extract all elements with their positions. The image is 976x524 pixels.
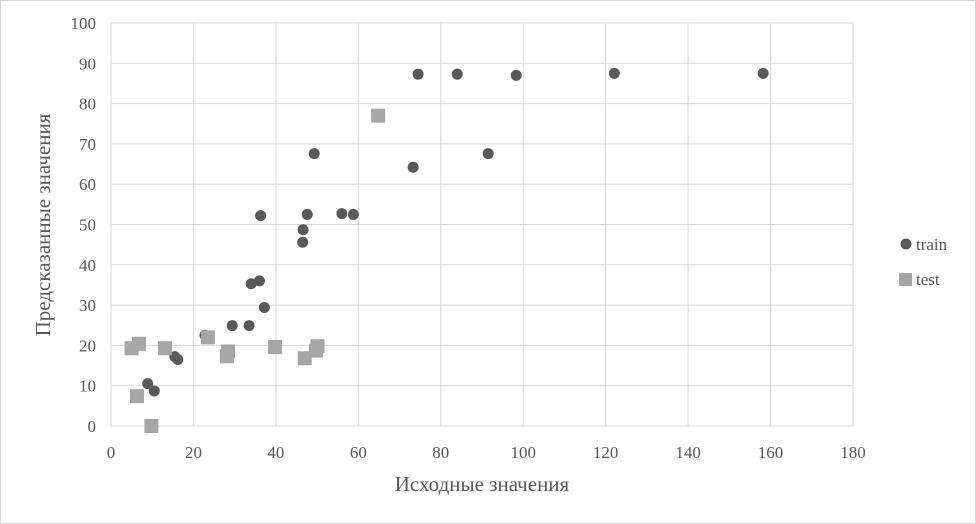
y-tick-label: 10 bbox=[79, 377, 96, 396]
point-train bbox=[510, 69, 522, 81]
y-tick-label: 20 bbox=[79, 336, 96, 355]
legend-marker-test bbox=[899, 273, 912, 286]
point-train bbox=[243, 320, 255, 332]
point-test bbox=[371, 108, 386, 123]
point-train bbox=[258, 302, 270, 314]
point-train bbox=[255, 210, 267, 222]
point-train bbox=[301, 208, 313, 220]
x-tick-label: 0 bbox=[107, 443, 116, 462]
point-train bbox=[308, 148, 320, 160]
y-axis-ticks: 0 10 20 30 40 50 60 70 80 90 100 bbox=[71, 14, 97, 436]
point-train bbox=[172, 354, 184, 366]
legend-label-train: train bbox=[916, 235, 948, 254]
point-test bbox=[297, 351, 312, 366]
point-test bbox=[310, 339, 325, 354]
point-train bbox=[608, 67, 620, 79]
point-train bbox=[148, 385, 160, 397]
point-train bbox=[482, 148, 494, 160]
point-train bbox=[226, 320, 238, 332]
y-tick-label: 60 bbox=[79, 175, 96, 194]
point-train bbox=[347, 208, 359, 220]
point-test bbox=[221, 344, 236, 359]
x-tick-label: 180 bbox=[840, 443, 866, 462]
point-test bbox=[200, 330, 215, 345]
x-tick-label: 20 bbox=[185, 443, 202, 462]
x-axis-title: Исходные значения bbox=[395, 472, 570, 496]
y-tick-label: 0 bbox=[88, 417, 97, 436]
point-train bbox=[297, 224, 309, 236]
point-train bbox=[142, 378, 154, 390]
y-tick-label: 40 bbox=[79, 256, 96, 275]
point-train bbox=[297, 236, 309, 248]
x-tick-label: 160 bbox=[758, 443, 784, 462]
x-tick-label: 140 bbox=[675, 443, 701, 462]
y-tick-label: 90 bbox=[79, 54, 96, 73]
point-test bbox=[129, 389, 144, 404]
point-train bbox=[757, 67, 769, 79]
point-train bbox=[253, 275, 265, 287]
y-tick-label: 30 bbox=[79, 296, 96, 315]
x-axis-ticks: 0 20 40 60 80 100 120 140 160 180 bbox=[107, 443, 866, 462]
data-points bbox=[124, 67, 769, 433]
y-axis-title: Предсказанные значения bbox=[31, 113, 55, 336]
x-tick-label: 100 bbox=[510, 443, 536, 462]
x-tick-label: 120 bbox=[593, 443, 619, 462]
point-test bbox=[144, 419, 159, 433]
y-tick-label: 70 bbox=[79, 135, 96, 154]
point-train bbox=[336, 208, 348, 220]
x-tick-label: 60 bbox=[350, 443, 367, 462]
y-tick-label: 100 bbox=[71, 14, 97, 33]
point-train bbox=[412, 68, 424, 80]
y-tick-label: 80 bbox=[79, 95, 96, 114]
gridlines bbox=[110, 22, 854, 427]
legend: train test bbox=[899, 235, 948, 289]
legend-label-test: test bbox=[916, 270, 940, 289]
point-test bbox=[132, 336, 147, 351]
x-tick-label: 40 bbox=[267, 443, 284, 462]
point-train bbox=[451, 68, 463, 80]
point-test bbox=[268, 340, 283, 355]
y-tick-label: 50 bbox=[79, 216, 96, 235]
point-test bbox=[158, 341, 173, 356]
x-tick-label: 80 bbox=[432, 443, 449, 462]
legend-marker-train bbox=[900, 238, 912, 250]
point-train bbox=[407, 161, 419, 173]
